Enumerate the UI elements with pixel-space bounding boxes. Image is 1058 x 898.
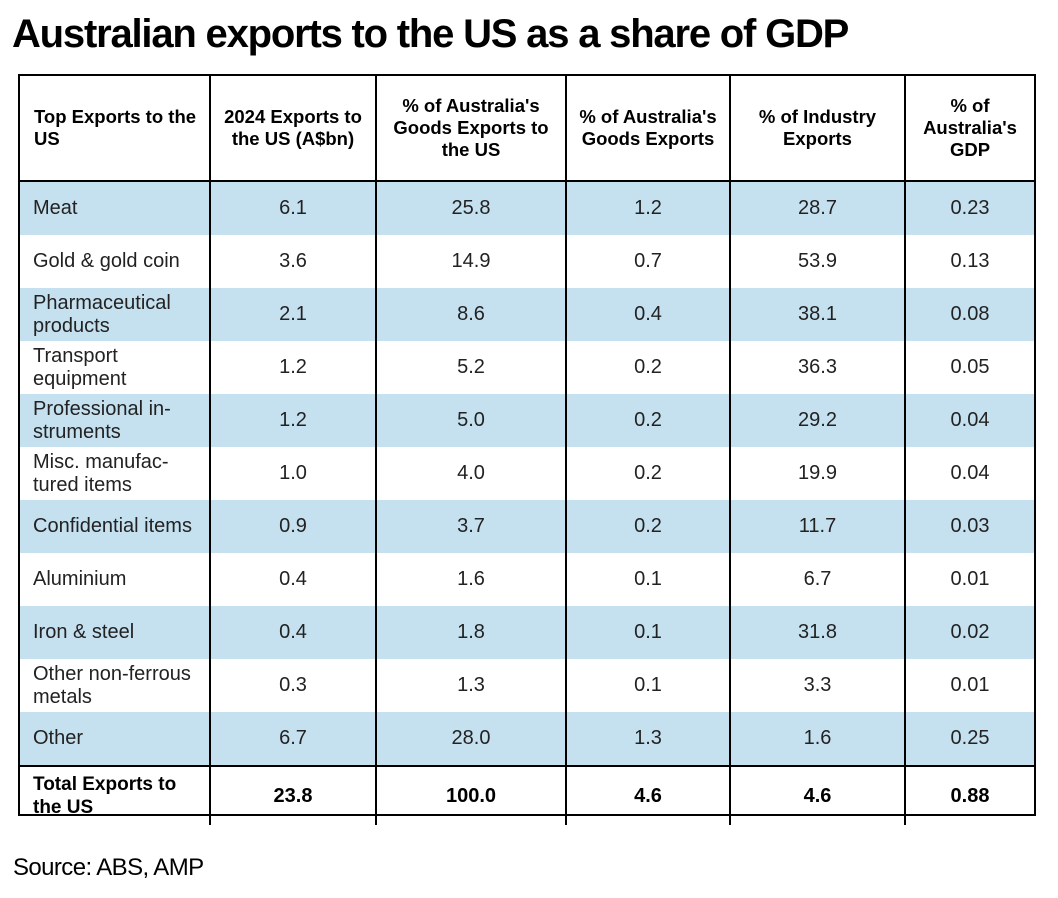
table-row: Misc. manufac-tured items 1.0 4.0 0.2 19.9 0.…	[20, 447, 1034, 500]
header-pct-gdp: % of Australia's GDP	[904, 76, 1034, 182]
pct-goods-cell: 1.2	[565, 181, 730, 235]
pct-gdp-cell: 0.01	[904, 659, 1034, 712]
pct-us-goods-cell: 5.0	[375, 394, 566, 447]
total-exports-value-cell: 23.8	[209, 765, 376, 825]
total-pct-goods-cell: 4.6	[565, 765, 730, 825]
pct-gdp-cell: 0.08	[904, 288, 1034, 341]
exports-value-cell: 1.2	[209, 394, 376, 447]
category-cell: Other non-ferrous metals	[33, 662, 191, 708]
pct-gdp-cell: 0.04	[904, 394, 1034, 447]
pct-gdp-cell: 0.23	[904, 181, 1034, 235]
category-cell: Confidential items	[20, 500, 210, 553]
pct-goods-cell: 0.2	[565, 341, 730, 394]
table-body: Meat 6.1 25.8 1.2 28.7 0.23 Gold & gold coin 3.…	[20, 181, 1034, 825]
source-note: Source: ABS, AMP	[13, 854, 204, 881]
pct-goods-cell: 1.3	[565, 712, 730, 766]
category-cell: Professional in-struments	[20, 394, 210, 447]
exports-value-cell: 1.2	[209, 341, 376, 394]
total-row: Total Exports to the US 23.8 100.0 4.6 4.6 0.…	[20, 765, 1034, 825]
pct-us-goods-cell: 1.6	[375, 553, 566, 606]
header-2024-exports: 2024 Exports to the US (A$bn)	[209, 76, 376, 182]
category-cell: Other	[20, 712, 210, 766]
exports-table: Top Exports to the US 2024 Exports to th…	[20, 76, 1034, 825]
pct-goods-cell: 0.2	[565, 394, 730, 447]
table-row: Aluminium 0.4 1.6 0.1 6.7 0.01	[20, 553, 1034, 606]
pct-us-goods-cell: 4.0	[375, 447, 566, 500]
header-pct-goods-exports-us: % of Australia's Goods Exports to the US	[375, 76, 566, 182]
pct-us-goods-cell: 5.2	[375, 341, 566, 394]
table-row: Gold & gold coin 3.6 14.9 0.7 53.9 0.13	[20, 235, 1034, 288]
category-cell: Meat	[20, 181, 210, 235]
pct-industry-cell: 31.8	[729, 606, 905, 659]
category-cell: Pharmaceutical products	[20, 288, 210, 341]
total-category-cell: Total Exports to the US	[20, 765, 210, 825]
header-pct-industry-exports: % of Industry Exports	[729, 76, 905, 182]
pct-industry-cell: 3.3	[729, 659, 905, 712]
table-row: Transport equipment 1.2 5.2 0.2 36.3 0.05	[20, 341, 1034, 394]
exports-value-cell: 3.6	[209, 235, 376, 288]
pct-us-goods-cell: 3.7	[375, 500, 566, 553]
pct-industry-cell: 28.7	[729, 181, 905, 235]
exports-value-cell: 0.4	[209, 606, 376, 659]
table-row: Professional in-struments 1.2 5.0 0.2 29.2 0.…	[20, 394, 1034, 447]
pct-gdp-cell: 0.13	[904, 235, 1034, 288]
pct-gdp-cell: 0.05	[904, 341, 1034, 394]
header-top-exports: Top Exports to the US	[20, 76, 210, 182]
pct-gdp-cell: 0.01	[904, 553, 1034, 606]
exports-value-cell: 1.0	[209, 447, 376, 500]
total-pct-gdp-cell: 0.88	[904, 765, 1034, 825]
category-cell: Gold & gold coin	[33, 250, 180, 272]
pct-industry-cell: 36.3	[729, 341, 905, 394]
chart-title: Australian exports to the US as a share …	[12, 12, 849, 56]
pct-industry-cell: 1.6	[729, 712, 905, 766]
pct-us-goods-cell: 8.6	[375, 288, 566, 341]
pct-goods-cell: 0.4	[565, 288, 730, 341]
exports-value-cell: 6.7	[209, 712, 376, 766]
pct-gdp-cell: 0.03	[904, 500, 1034, 553]
pct-industry-cell: 19.9	[729, 447, 905, 500]
exports-value-cell: 0.4	[209, 553, 376, 606]
exports-value-cell: 0.3	[209, 659, 376, 712]
total-pct-us-goods-cell: 100.0	[375, 765, 566, 825]
category-cell: Transport equipment	[33, 344, 127, 390]
pct-industry-cell: 11.7	[729, 500, 905, 553]
category-cell: Aluminium	[33, 568, 127, 590]
pct-us-goods-cell: 28.0	[375, 712, 566, 766]
pct-industry-cell: 38.1	[729, 288, 905, 341]
pct-industry-cell: 6.7	[729, 553, 905, 606]
pct-gdp-cell: 0.02	[904, 606, 1034, 659]
pct-goods-cell: 0.2	[565, 500, 730, 553]
category-cell: Iron & steel	[20, 606, 210, 659]
category-cell: Misc. manufac-tured items	[33, 450, 169, 496]
table-header-row: Top Exports to the US 2024 Exports to th…	[20, 76, 1034, 182]
exports-value-cell: 2.1	[209, 288, 376, 341]
pct-goods-cell: 0.1	[565, 659, 730, 712]
pct-us-goods-cell: 25.8	[375, 181, 566, 235]
table-row: Meat 6.1 25.8 1.2 28.7 0.23	[20, 181, 1034, 235]
pct-industry-cell: 53.9	[729, 235, 905, 288]
pct-us-goods-cell: 1.3	[375, 659, 566, 712]
pct-goods-cell: 0.2	[565, 447, 730, 500]
table-row: Pharmaceutical products 2.1 8.6 0.4 38.1 0.08	[20, 288, 1034, 341]
exports-value-cell: 0.9	[209, 500, 376, 553]
pct-industry-cell: 29.2	[729, 394, 905, 447]
pct-goods-cell: 0.7	[565, 235, 730, 288]
table-row: Iron & steel 0.4 1.8 0.1 31.8 0.02	[20, 606, 1034, 659]
header-pct-goods-exports: % of Australia's Goods Exports	[565, 76, 730, 182]
pct-goods-cell: 0.1	[565, 606, 730, 659]
total-pct-industry-cell: 4.6	[729, 765, 905, 825]
pct-gdp-cell: 0.04	[904, 447, 1034, 500]
table-row: Confidential items 0.9 3.7 0.2 11.7 0.03	[20, 500, 1034, 553]
pct-goods-cell: 0.1	[565, 553, 730, 606]
exports-value-cell: 6.1	[209, 181, 376, 235]
pct-gdp-cell: 0.25	[904, 712, 1034, 766]
table-row: Other 6.7 28.0 1.3 1.6 0.25	[20, 712, 1034, 766]
table-row: Other non-ferrous metals 0.3 1.3 0.1 3.3 0.01	[20, 659, 1034, 712]
pct-us-goods-cell: 14.9	[375, 235, 566, 288]
exports-table-frame: Top Exports to the US 2024 Exports to th…	[18, 74, 1036, 825]
pct-us-goods-cell: 1.8	[375, 606, 566, 659]
